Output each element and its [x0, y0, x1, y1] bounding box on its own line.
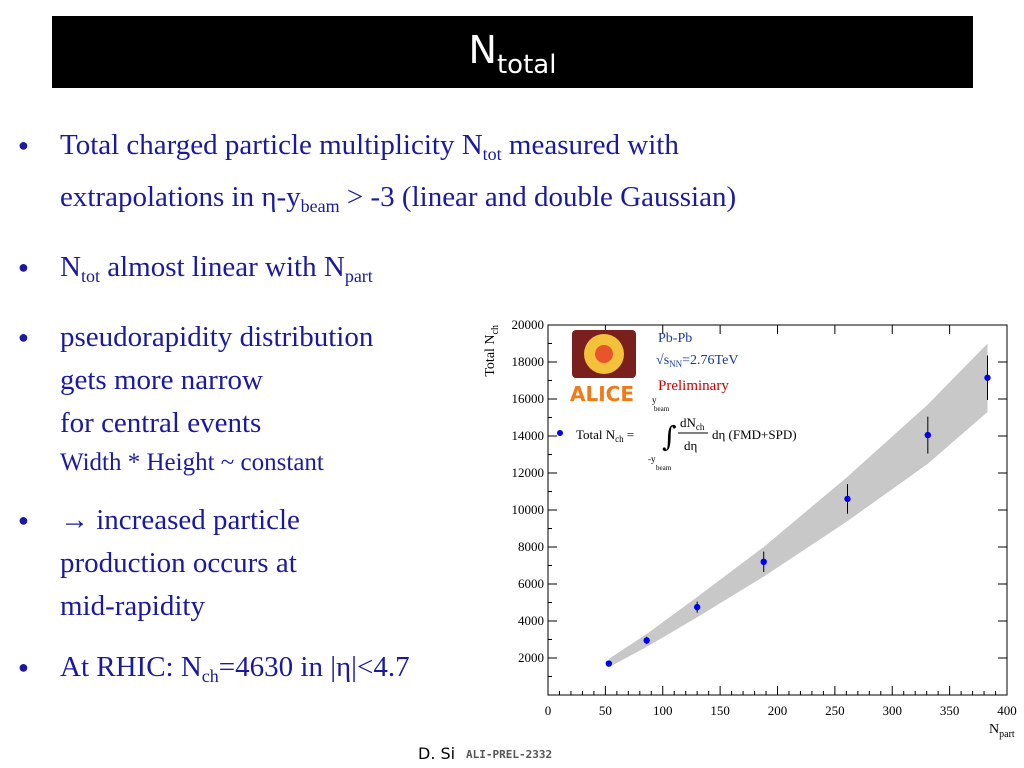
x-tick-label: 400 — [997, 703, 1017, 718]
logo-core — [595, 345, 613, 363]
x-tick-label: 150 — [710, 703, 730, 718]
preliminary-id-label: ALI-PREL-2332 — [466, 748, 553, 761]
annotation-preliminary: Preliminary — [658, 378, 729, 394]
data-point — [643, 637, 650, 644]
bullet-1-text-c: extrapolations in η-y — [60, 181, 301, 213]
chart-background — [462, 300, 1024, 768]
legend-upper-limit: y — [652, 395, 657, 405]
slide-title: Ntotal — [52, 30, 973, 85]
title-bar: Ntotal — [52, 16, 973, 88]
bullet-4: ● → increased particle production occurs… — [18, 499, 898, 628]
legend-fraction-denominator: dη — [684, 438, 698, 453]
bullet-1-sub-b: beam — [300, 196, 340, 216]
x-tick-label: 300 — [883, 703, 903, 718]
x-tick-label: 200 — [768, 703, 788, 718]
y-tick-label: 2000 — [518, 650, 544, 665]
y-tick-label: 4000 — [518, 613, 544, 628]
bullet-dot-icon: ● — [18, 657, 29, 677]
bullet-2-sub-b: part — [344, 266, 373, 286]
bullet-5-sub: ch — [201, 666, 219, 686]
annotation-system: Pb-Pb — [658, 331, 692, 346]
legend-upper-limit-sub: beam — [654, 405, 670, 413]
data-point — [693, 603, 701, 611]
title-subscript: total — [496, 50, 557, 80]
bullet-2: ● Ntot almost linear with Npart — [18, 246, 898, 298]
data-point — [760, 558, 767, 565]
x-axis-label: Npart — [989, 722, 1015, 740]
x-tick-label: 100 — [653, 703, 673, 718]
y-tick-label: 6000 — [518, 576, 544, 591]
y-tick-label: 16000 — [512, 391, 545, 406]
footer-author: D. Si — [418, 744, 456, 763]
y-tick-label: 14000 — [512, 428, 545, 443]
annotation-energy: √sNN=2.76TeV — [656, 353, 738, 369]
bullet-2-sub-a: tot — [80, 266, 100, 286]
bullet-5-text-b: =4630 in |η|<4.7 — [218, 651, 410, 683]
bullet-3-line-2: gets more narrow — [60, 364, 263, 396]
systematic-band — [608, 343, 988, 668]
bullet-5: ● At RHIC: Nch=4630 in |η|<4.7 — [18, 646, 898, 698]
alice-logo: ALICE — [570, 330, 636, 406]
data-point — [844, 495, 851, 503]
y-tick-label: 20000 — [512, 317, 545, 332]
bullet-dot-icon: ● — [18, 327, 29, 347]
bullet-dot-icon: ● — [18, 135, 29, 155]
x-tick-label: 0 — [545, 703, 552, 718]
bullet-3-line-3: for central events — [60, 407, 262, 439]
bullet-1-sub-a: tot — [482, 144, 502, 164]
data-point — [984, 374, 991, 381]
bullet-2-text-b: almost linear with N — [99, 251, 345, 283]
legend-marker — [557, 430, 563, 436]
title-main: N — [468, 28, 497, 72]
bullet-1: ● Total charged particle multiplicity Nt… — [18, 124, 898, 228]
bullet-4-line-1: → increased particle — [60, 504, 300, 536]
y-tick-label: 8000 — [518, 539, 544, 554]
legend-integral-sign: ∫ — [662, 420, 677, 453]
legend-lower-limit: -y — [648, 454, 656, 464]
legend-lower-limit-sub: beam — [656, 464, 672, 472]
legend-label: Total Nch = — [576, 427, 634, 444]
bullet-4-line-3: mid-rapidity — [60, 590, 205, 622]
data-point — [924, 431, 932, 439]
bullet-dot-icon: ● — [18, 510, 29, 530]
y-tick-label: 10000 — [512, 502, 545, 517]
bullet-4-line-2: production occurs at — [60, 547, 297, 579]
legend-fraction-numerator: dNch — [680, 415, 705, 432]
logo-text: ALICE — [570, 382, 634, 406]
bullet-1-text-d: > -3 (linear and double Gaussian) — [339, 181, 737, 213]
data-point — [605, 660, 613, 667]
ntotal-vs-npart-chart: 0 50 100 150 200 250 300 350 400 2000 4000 6000 8000… — [462, 300, 1024, 768]
x-tick-label: 250 — [825, 703, 845, 718]
bullet-5-text-a: At RHIC: N — [60, 651, 202, 683]
chart-panel: 0 50 100 150 200 250 300 350 400 2000 4000 6000 8000… — [462, 300, 1024, 768]
bullet-2-text-a: N — [60, 251, 81, 283]
x-tick-label: 350 — [940, 703, 960, 718]
y-tick-label: 18000 — [512, 354, 545, 369]
bullet-dot-icon: ● — [18, 257, 29, 277]
x-tick-label: 50 — [599, 703, 612, 718]
bullet-1-text-b: measured with — [501, 129, 679, 161]
bullet-3-line-4: Width * Height ~ constant — [60, 449, 324, 476]
bullet-1-text-a: Total charged particle multiplicity N — [60, 129, 483, 161]
legend-tail: dη (FMD+SPD) — [712, 427, 797, 442]
y-axis-label: Total Nch — [483, 325, 501, 377]
bullet-3-line-1: pseudorapidity distribution — [60, 321, 374, 353]
y-tick-label: 12000 — [512, 465, 545, 480]
bullet-list: ● Total charged particle multiplicity Nt… — [18, 124, 898, 716]
bullet-3: ● pseudorapidity distribution gets more … — [18, 316, 898, 481]
